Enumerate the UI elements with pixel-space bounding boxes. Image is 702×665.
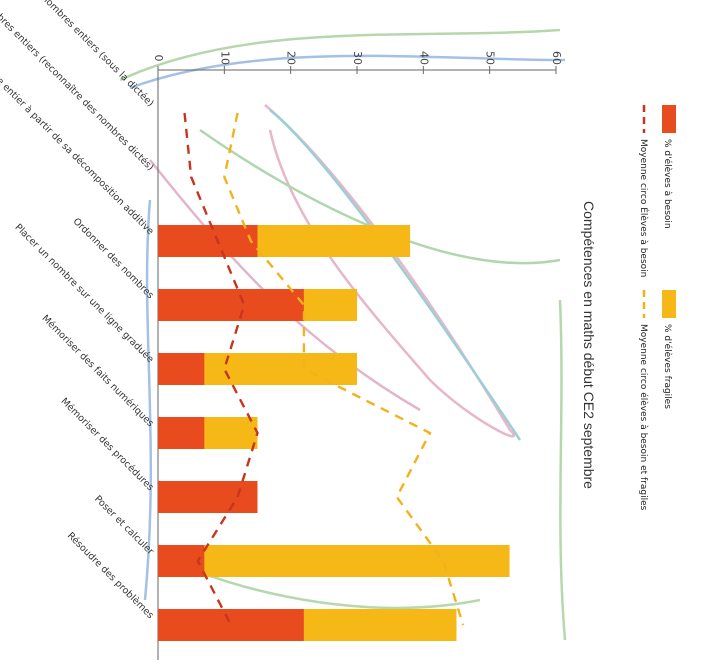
category-label: Mémoriser des faits numériques (40, 313, 156, 429)
bar-segment (204, 353, 357, 385)
bar-segment (158, 289, 304, 321)
category-label: Poser et calculer (92, 494, 156, 558)
category-labels: Écrire des nombres entiers (sous la dict… (0, 0, 156, 621)
scribble-teal (269, 109, 522, 441)
axis-tick-label-group: 0 (152, 55, 165, 62)
category-label-group: Mémoriser des faits numériques (40, 313, 156, 429)
scribble-green-top (119, 28, 561, 82)
bar-segment (257, 225, 411, 257)
scribble-blue-top (129, 54, 566, 90)
series-line (223, 112, 465, 626)
scribble-blue-left (143, 199, 153, 601)
bar-segment (158, 225, 258, 257)
axis-tick-label-group: 10 (218, 51, 231, 65)
legend-item: % d'élèves à besoin (662, 105, 676, 229)
scribble-pink (264, 104, 516, 438)
axis-tick-label: 40 (417, 51, 430, 65)
axis-tick-label-group: 30 (351, 51, 364, 65)
category-label: Placer un nombre sur une ligne graduée (13, 222, 156, 365)
bar-segment (204, 545, 510, 577)
axis-tick-label: 60 (550, 51, 563, 65)
lines-group (183, 112, 465, 626)
axis-tick-label: 50 (484, 51, 497, 65)
bar-segment (158, 417, 205, 449)
legend-swatch (662, 105, 676, 133)
chart-title: Compétences en maths début CE2 septembre (581, 201, 597, 489)
bar-segment (158, 353, 205, 385)
legend-swatch (662, 290, 676, 318)
bar-segment (204, 417, 258, 449)
legend: % d'élèves à besoin Moyenne circo Élèves … (638, 105, 676, 511)
bars-group (158, 225, 510, 641)
axis-tick-label-group: 40 (417, 51, 430, 65)
legend-item: % d'élèves fragiles (662, 290, 676, 409)
axis-tick-label: 10 (218, 51, 231, 65)
axis-tick-label: 0 (152, 55, 165, 62)
legend-label: Moyenne circo élèves à besoin et fragile… (638, 324, 649, 511)
axis-tick-label-group: 60 (550, 51, 563, 65)
category-label-group: Poser et calculer (92, 494, 156, 558)
series-line (183, 112, 259, 626)
legend-label: % d'élèves à besoin (662, 139, 673, 229)
legend-label: % d'élèves fragiles (662, 324, 673, 409)
category-label-group: Placer un nombre sur une ligne graduée (13, 222, 156, 365)
scribble-green-right (558, 299, 567, 641)
bar-segment (158, 481, 258, 513)
bar-segment (303, 609, 457, 641)
axis-tick-label-group: 20 (285, 51, 298, 65)
legend-item: Moyenne circo Élèves à besoin (638, 105, 650, 277)
value-axis: 0 10 20 30 40 50 60 (152, 51, 563, 660)
bar-segment (303, 289, 357, 321)
legend-item: Moyenne circo élèves à besoin et fragile… (638, 290, 649, 511)
axis-tick-label: 20 (285, 51, 298, 65)
chart-title-group: Compétences en maths début CE2 septembre (581, 201, 597, 489)
axis-tick-label-group: 50 (484, 51, 497, 65)
bar-segment (158, 609, 304, 641)
axis-tick-label: 30 (351, 51, 364, 65)
legend-label: Moyenne circo Élèves à besoin (638, 139, 650, 277)
